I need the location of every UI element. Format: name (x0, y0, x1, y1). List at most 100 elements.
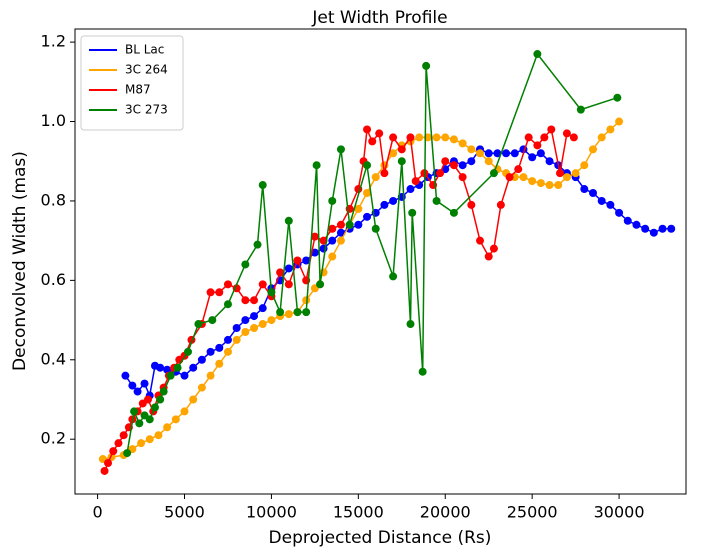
data-point (267, 288, 276, 297)
legend-label: 3C 264 (125, 63, 168, 77)
data-point (528, 177, 537, 186)
data-point (576, 105, 585, 114)
legend: BL Lac 3C 264 M87 3C 273 (80, 35, 184, 131)
data-point (223, 280, 232, 289)
data-point (328, 252, 337, 261)
data-point (484, 149, 493, 158)
data-point (223, 335, 232, 344)
data-point (258, 181, 267, 190)
data-point (109, 447, 118, 456)
data-point (418, 367, 427, 376)
data-point (533, 141, 542, 150)
data-point (484, 252, 493, 261)
data-point (145, 435, 154, 444)
data-point (589, 145, 598, 154)
data-point (641, 224, 650, 233)
data-point (336, 236, 345, 245)
data-point (215, 343, 224, 352)
data-point (250, 312, 259, 321)
data-point (580, 185, 589, 194)
data-point (215, 359, 224, 368)
data-point (449, 161, 458, 170)
data-point (580, 161, 589, 170)
data-point (284, 310, 293, 319)
data-point (128, 381, 137, 390)
data-point (206, 371, 215, 380)
data-point (345, 220, 354, 229)
legend-label: 3C 273 (125, 103, 168, 117)
data-point (484, 157, 493, 166)
data-point (241, 327, 250, 336)
x-axis-label: Deprojected Distance (Rs) (269, 528, 492, 548)
data-point (267, 316, 276, 325)
data-point (250, 324, 259, 333)
data-point (130, 407, 139, 416)
x-tick-label: 10000 (246, 503, 297, 522)
y-tick-label: 0.6 (41, 270, 66, 289)
legend-label: BL Lac (125, 43, 164, 57)
data-point (208, 316, 217, 325)
data-point (649, 228, 658, 237)
data-point (406, 185, 415, 194)
data-point (449, 208, 458, 217)
data-point (241, 260, 250, 269)
data-point (180, 407, 189, 416)
data-point (166, 371, 175, 380)
data-point (336, 228, 345, 237)
data-point (363, 125, 372, 134)
data-point (519, 173, 528, 182)
data-point (496, 200, 505, 209)
data-point (371, 173, 380, 182)
data-point (389, 133, 398, 142)
data-point (163, 423, 172, 432)
data-point (536, 179, 545, 188)
data-point (121, 371, 130, 380)
data-point (375, 129, 384, 138)
x-tick-label: 0 (93, 503, 103, 522)
data-point (545, 181, 554, 190)
data-point (328, 236, 337, 245)
data-point (140, 379, 149, 388)
data-point (253, 240, 262, 249)
data-point (422, 61, 431, 70)
data-point (505, 173, 514, 182)
data-point (250, 296, 259, 305)
data-point (449, 135, 458, 144)
data-point (441, 133, 450, 142)
data-point (458, 139, 467, 148)
data-point (380, 169, 389, 178)
data-point (589, 189, 598, 198)
data-point (524, 133, 533, 142)
data-point (397, 145, 406, 154)
data-point (371, 224, 380, 233)
data-point (241, 296, 250, 305)
data-point (555, 169, 564, 178)
y-tick-label: 1.2 (41, 32, 66, 51)
data-point (194, 320, 203, 329)
data-point (406, 320, 415, 329)
data-point (135, 419, 144, 428)
data-point (562, 173, 571, 182)
chart-title: Jet Width Profile (311, 8, 447, 28)
data-point (197, 383, 206, 392)
data-point (606, 125, 615, 134)
data-point (554, 181, 563, 190)
data-point (502, 149, 511, 158)
data-point (545, 157, 554, 166)
data-point (467, 145, 476, 154)
data-point (206, 347, 215, 356)
x-tick-label: 25000 (507, 503, 558, 522)
x-tick-label: 30000 (594, 503, 645, 522)
data-point (467, 157, 476, 166)
data-point (258, 304, 267, 313)
data-point (133, 387, 142, 396)
data-point (310, 232, 319, 241)
data-point (569, 133, 578, 142)
data-point (458, 173, 467, 182)
y-tick-label: 0.2 (41, 429, 66, 448)
data-point (528, 153, 537, 162)
data-point (389, 272, 398, 281)
data-point (389, 196, 398, 205)
data-point (540, 133, 549, 142)
